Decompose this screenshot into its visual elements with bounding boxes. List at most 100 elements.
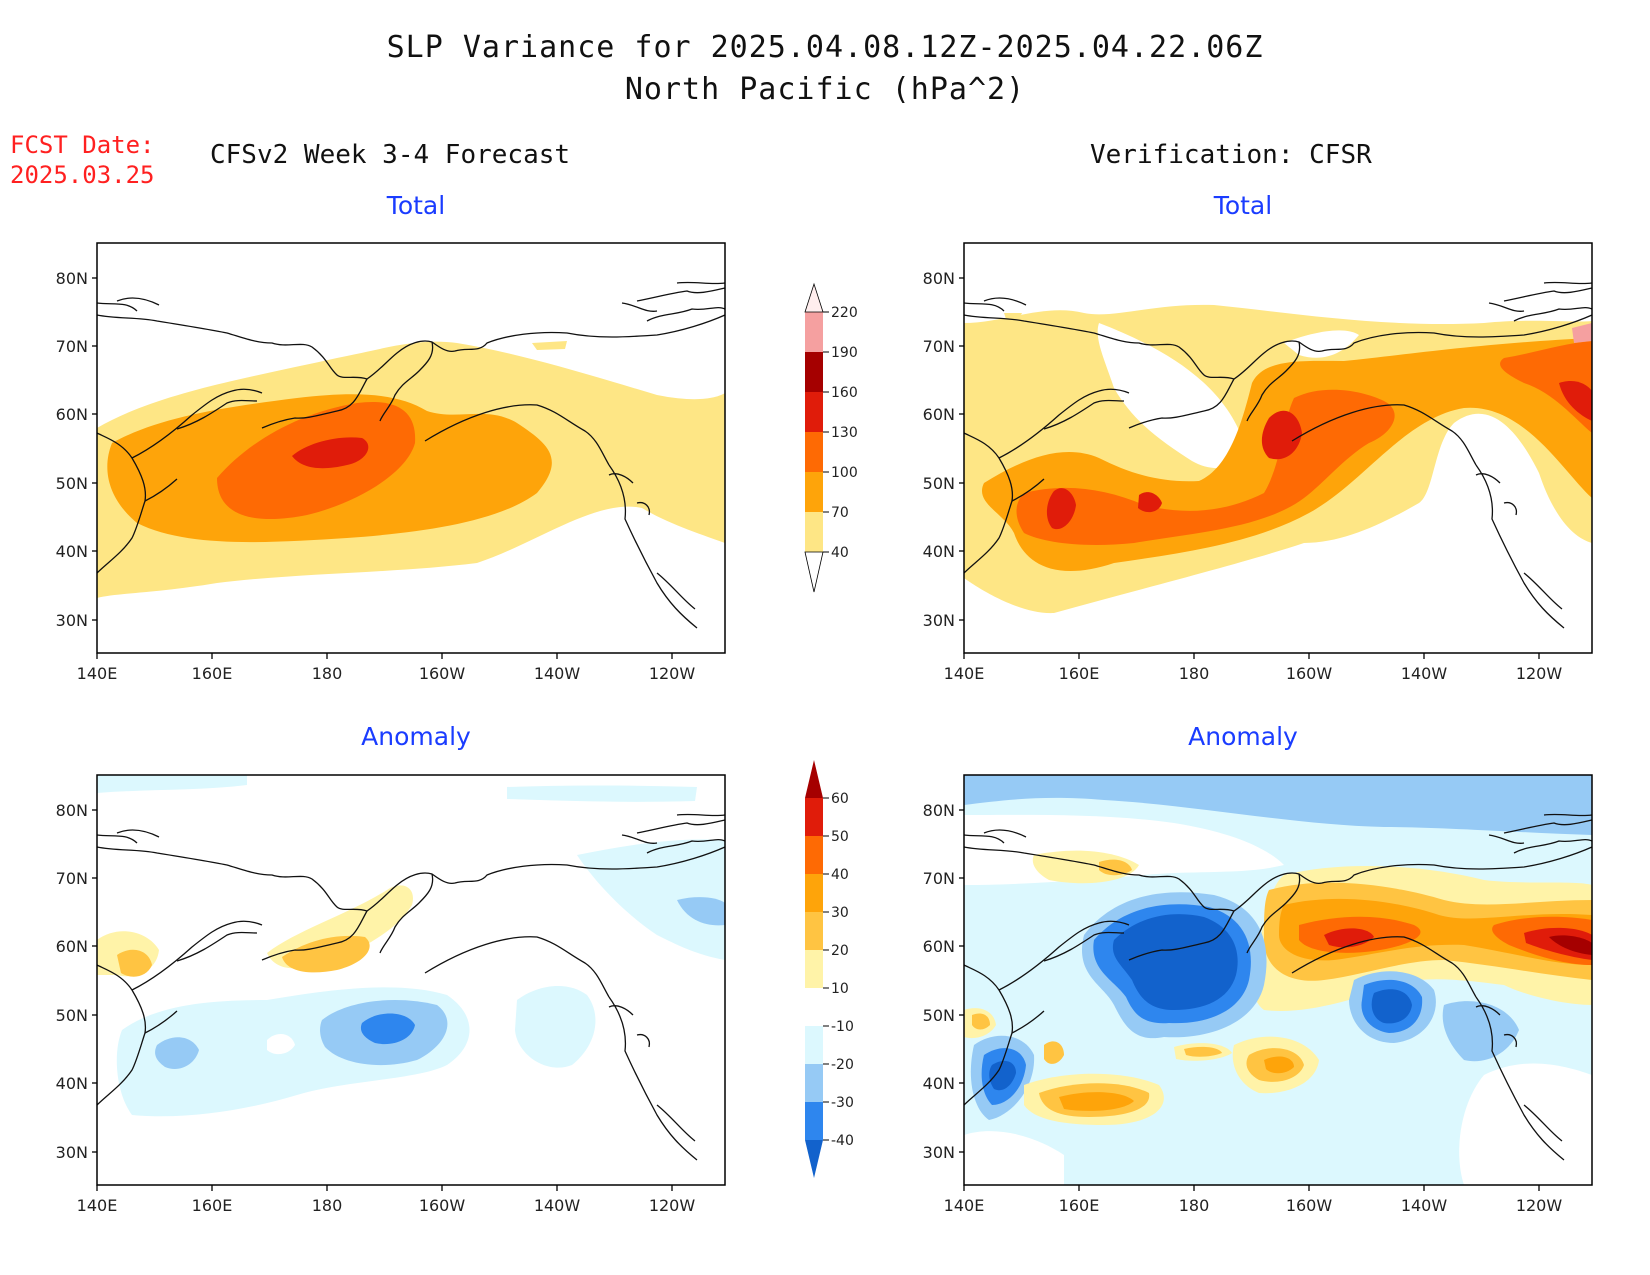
colorbar-swatch [805, 836, 823, 874]
colorbar-swatch [805, 1026, 823, 1064]
colorbar-tip [805, 760, 823, 798]
colorbar-label: 100 [831, 465, 858, 481]
colorbar-label: -30 [831, 1095, 854, 1111]
lon-label: 120W [649, 1196, 696, 1215]
colorbar-swatch [805, 392, 823, 432]
lat-label: 70N [923, 869, 955, 888]
lon-label: 140W [1401, 1196, 1448, 1215]
lat-label: 70N [923, 337, 955, 356]
lon-label: 160W [419, 664, 466, 683]
verification-total-title: Total [1213, 191, 1273, 220]
lon-label: 160W [1286, 664, 1333, 683]
lat-label: 30N [56, 611, 88, 630]
lat-label: 40N [923, 542, 955, 561]
figure-title: SLP Variance for 2025.04.08.12Z-2025.04.… [386, 30, 1264, 65]
colorbar-swatch [805, 874, 823, 912]
total-colorbar: 40 70 100 130 160 190 220 [804, 282, 858, 593]
colorbar-swatch [805, 988, 823, 1026]
colorbar-swatch [805, 432, 823, 472]
colorbar-label: 20 [831, 943, 849, 959]
lat-label: 80N [923, 269, 955, 288]
forecast-total-map: 80N 70N 60N 50N 40N 30N 140E 160E 180 160W 140W 12… [56, 242, 726, 683]
colorbar-label: 30 [831, 905, 849, 921]
lon-label: 120W [1516, 664, 1563, 683]
lat-label: 80N [56, 269, 88, 288]
lat-label: 50N [56, 1006, 88, 1025]
lat-axis: 80N 70N 60N 50N 40N 30N [923, 801, 964, 1162]
lon-label: 140W [1401, 664, 1448, 683]
colorbar-label: 60 [831, 791, 849, 807]
anomaly-colorbar: -40 -30 -20 -10 10 20 30 40 50 60 [805, 760, 854, 1178]
lon-axis: 140E 160E 180 160W 140W 120W [77, 653, 696, 683]
colorbar-swatch [805, 950, 823, 988]
colorbar-swatch [805, 512, 823, 552]
lat-label: 50N [56, 474, 88, 493]
colorbar-swatch [805, 912, 823, 950]
lon-axis: 140E 160E 180 160W 140W 120W [944, 1185, 1563, 1215]
lat-label: 80N [56, 801, 88, 820]
lon-label: 120W [1516, 1196, 1563, 1215]
lat-label: 60N [923, 937, 955, 956]
lat-axis: 80N 70N 60N 50N 40N 30N [923, 269, 964, 630]
colorbar-label: -40 [831, 1133, 854, 1149]
colorbar-label: -20 [831, 1057, 854, 1073]
lon-label: 180 [312, 664, 343, 683]
lon-label: 140E [77, 664, 118, 683]
lat-label: 40N [56, 542, 88, 561]
lat-label: 30N [923, 611, 955, 630]
lon-axis: 140E 160E 180 160W 140W 120W [77, 1185, 696, 1215]
lon-label: 180 [1179, 664, 1210, 683]
colorbar-swatch [805, 312, 823, 352]
lat-label: 70N [56, 869, 88, 888]
lat-label: 80N [923, 801, 955, 820]
lon-label: 140E [77, 1196, 118, 1215]
colorbar-label: 10 [831, 981, 849, 997]
colorbar-label: 130 [831, 425, 858, 441]
lon-label: 160E [1059, 664, 1100, 683]
lon-label: 160E [192, 664, 233, 683]
lon-label: 140W [534, 1196, 581, 1215]
lat-label: 60N [923, 405, 955, 424]
lon-label: 140E [944, 664, 985, 683]
colorbar-swatch [805, 472, 823, 512]
lon-label: 140W [534, 664, 581, 683]
colorbar-label: -10 [831, 1019, 854, 1035]
lat-label: 30N [56, 1143, 88, 1162]
lat-label: 60N [56, 937, 88, 956]
colorbar-label: 220 [831, 305, 858, 321]
forecast-anomaly-map: 80N 70N 60N 50N 40N 30N 140E 160E 180 160W 140W 12… [56, 774, 726, 1215]
colorbar-label: 160 [831, 385, 858, 401]
lat-label: 70N [56, 337, 88, 356]
colorbar-tip [804, 282, 824, 313]
colorbar-label: 70 [831, 505, 849, 521]
lat-axis: 80N 70N 60N 50N 40N 30N [56, 269, 97, 630]
forecast-total-title: Total [386, 191, 446, 220]
lon-label: 120W [649, 664, 696, 683]
lon-label: 160W [419, 1196, 466, 1215]
figure-subtitle: North Pacific (hPa^2) [624, 72, 1026, 107]
lon-label: 160E [192, 1196, 233, 1215]
lon-axis: 140E 160E 180 160W 140W 120W [944, 653, 1563, 683]
lat-label: 50N [923, 1006, 955, 1025]
lat-label: 50N [923, 474, 955, 493]
forecast-column-title: CFSv2 Week 3-4 Forecast [210, 140, 571, 170]
lat-label: 40N [56, 1074, 88, 1093]
colorbar-tip [804, 551, 824, 593]
lon-label: 160W [1286, 1196, 1333, 1215]
fcst-date-label: FCST Date: [10, 131, 155, 159]
lon-label: 180 [1179, 1196, 1210, 1215]
colorbar-label: 40 [831, 867, 849, 883]
colorbar-label: 50 [831, 829, 849, 845]
colorbar-swatch [805, 352, 823, 392]
colorbar-swatch [805, 1064, 823, 1102]
forecast-anomaly-title: Anomaly [361, 722, 471, 751]
colorbar-tip [805, 1140, 823, 1178]
verification-column-title: Verification: CFSR [1090, 140, 1372, 170]
colorbar-swatch [805, 798, 823, 836]
lat-label: 30N [923, 1143, 955, 1162]
verification-total-map: 80N 70N 60N 50N 40N 30N 140E 160E 180 160W 140W 12… [923, 242, 1593, 683]
verification-anomaly-map: 80N 70N 60N 50N 40N 30N 140E 160E 180 160W 140W 12… [923, 774, 1593, 1215]
lon-label: 180 [312, 1196, 343, 1215]
fcst-date-value: 2025.03.25 [10, 161, 155, 189]
lat-label: 60N [56, 405, 88, 424]
